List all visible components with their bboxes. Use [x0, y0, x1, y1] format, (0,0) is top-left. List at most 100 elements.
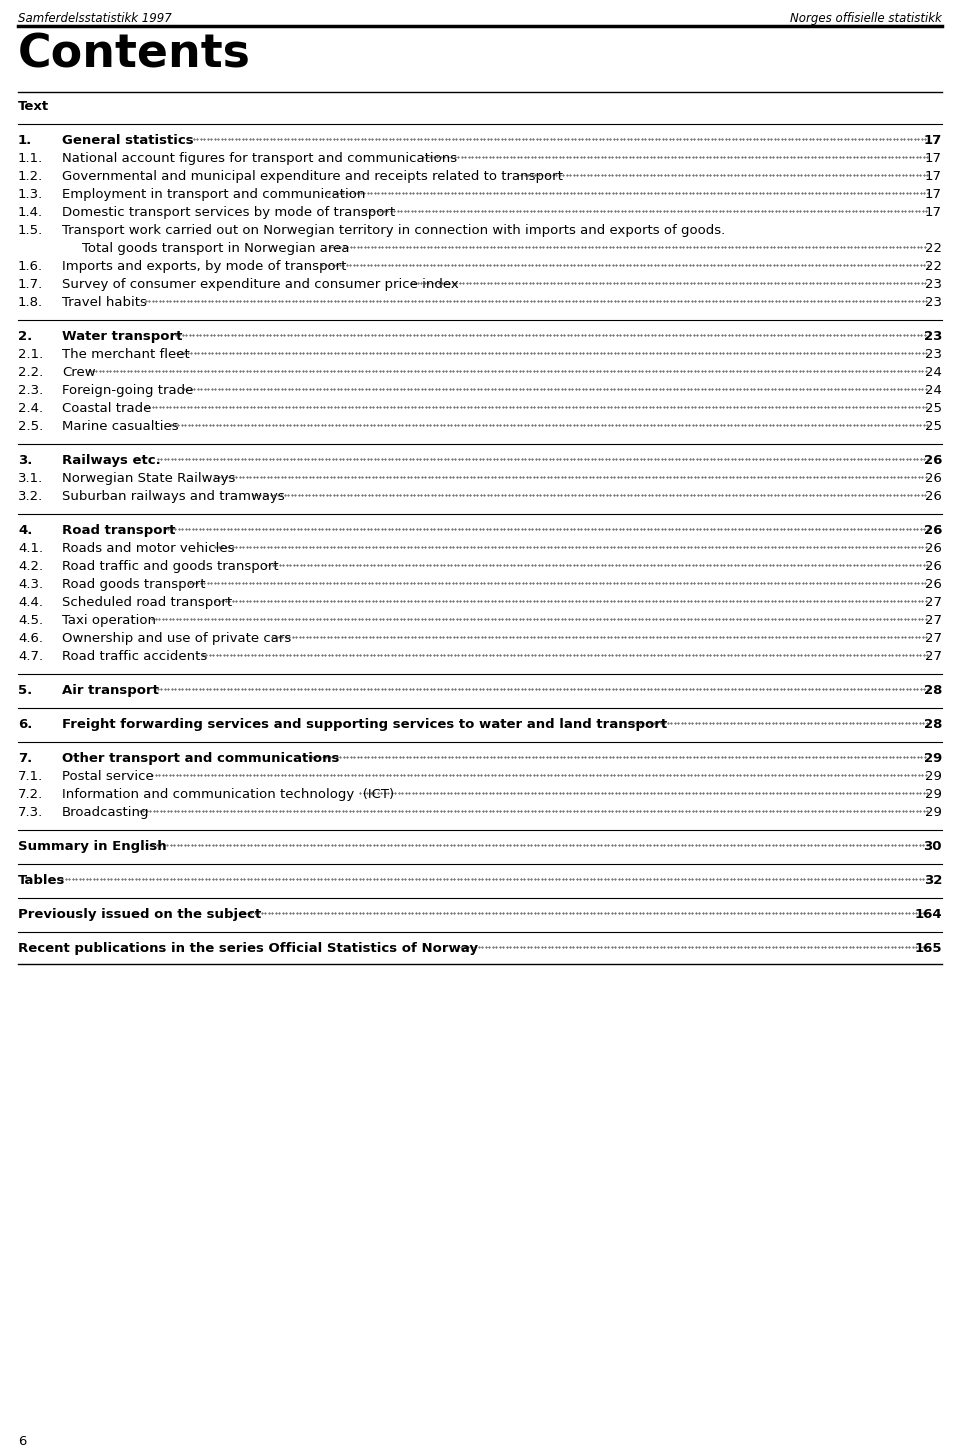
Text: 3.: 3.: [18, 454, 33, 467]
Text: Roads and motor vehicles: Roads and motor vehicles: [62, 542, 234, 555]
Text: Domestic transport services by mode of transport: Domestic transport services by mode of t…: [62, 206, 396, 219]
Text: Road transport: Road transport: [62, 525, 176, 538]
Text: 26: 26: [925, 559, 942, 572]
Text: 17: 17: [925, 206, 942, 219]
Text: Recent publications in the series Official Statistics of Norway: Recent publications in the series Offici…: [18, 942, 478, 955]
Text: 6: 6: [18, 1435, 26, 1448]
Text: Road traffic accidents: Road traffic accidents: [62, 651, 207, 664]
Text: 23: 23: [925, 296, 942, 309]
Text: Suburban railways and tramways: Suburban railways and tramways: [62, 490, 285, 503]
Text: 1.8.: 1.8.: [18, 296, 43, 309]
Text: 1.5.: 1.5.: [18, 225, 43, 238]
Text: Water transport: Water transport: [62, 330, 182, 343]
Text: Crew: Crew: [62, 367, 96, 380]
Text: Tables: Tables: [18, 874, 65, 887]
Text: 1.: 1.: [18, 133, 33, 146]
Text: Travel habits: Travel habits: [62, 296, 147, 309]
Text: 29: 29: [925, 806, 942, 819]
Text: 1.6.: 1.6.: [18, 259, 43, 272]
Text: 28: 28: [924, 719, 942, 730]
Text: 17: 17: [925, 170, 942, 183]
Text: Railways etc.: Railways etc.: [62, 454, 160, 467]
Text: 26: 26: [925, 578, 942, 591]
Text: 4.3.: 4.3.: [18, 578, 43, 591]
Text: Previously issued on the subject: Previously issued on the subject: [18, 909, 261, 922]
Text: 165: 165: [915, 942, 942, 955]
Text: 2.4.: 2.4.: [18, 401, 43, 414]
Text: 2.: 2.: [18, 330, 33, 343]
Text: 4.2.: 4.2.: [18, 559, 43, 572]
Text: 4.1.: 4.1.: [18, 542, 43, 555]
Text: 27: 27: [925, 632, 942, 645]
Text: 28: 28: [924, 684, 942, 697]
Text: 1.4.: 1.4.: [18, 206, 43, 219]
Text: 2.3.: 2.3.: [18, 384, 43, 397]
Text: 26: 26: [924, 454, 942, 467]
Text: 29: 29: [925, 788, 942, 801]
Text: 29: 29: [925, 769, 942, 782]
Text: 23: 23: [925, 348, 942, 361]
Text: Road traffic and goods transport: Road traffic and goods transport: [62, 559, 278, 572]
Text: Road goods transport: Road goods transport: [62, 578, 205, 591]
Text: Governmental and municipal expenditure and receipts related to transport: Governmental and municipal expenditure a…: [62, 170, 563, 183]
Text: 6.: 6.: [18, 719, 33, 730]
Text: Freight forwarding services and supporting services to water and land transport: Freight forwarding services and supporti…: [62, 719, 667, 730]
Text: 23: 23: [924, 330, 942, 343]
Text: 17: 17: [925, 188, 942, 201]
Text: Foreign-going trade: Foreign-going trade: [62, 384, 193, 397]
Text: 24: 24: [925, 367, 942, 380]
Text: 4.: 4.: [18, 525, 33, 538]
Text: 26: 26: [925, 472, 942, 485]
Text: 25: 25: [925, 420, 942, 433]
Text: 3.1.: 3.1.: [18, 472, 43, 485]
Text: 17: 17: [924, 133, 942, 146]
Text: Scheduled road transport: Scheduled road transport: [62, 596, 232, 609]
Text: Other transport and communications: Other transport and communications: [62, 752, 340, 765]
Text: 26: 26: [925, 490, 942, 503]
Text: 5.: 5.: [18, 684, 33, 697]
Text: 27: 27: [925, 596, 942, 609]
Text: 1.3.: 1.3.: [18, 188, 43, 201]
Text: Total goods transport in Norwegian area: Total goods transport in Norwegian area: [82, 242, 349, 255]
Text: Air transport: Air transport: [62, 684, 158, 697]
Text: 4.7.: 4.7.: [18, 651, 43, 664]
Text: 4.6.: 4.6.: [18, 632, 43, 645]
Text: Broadcasting: Broadcasting: [62, 806, 150, 819]
Text: 17: 17: [925, 152, 942, 165]
Text: 29: 29: [924, 752, 942, 765]
Text: 26: 26: [925, 542, 942, 555]
Text: Transport work carried out on Norwegian territory in connection with imports and: Transport work carried out on Norwegian …: [62, 225, 725, 238]
Text: Imports and exports, by mode of transport: Imports and exports, by mode of transpor…: [62, 259, 347, 272]
Text: 24: 24: [925, 384, 942, 397]
Text: Summary in English: Summary in English: [18, 840, 167, 853]
Text: 7.3.: 7.3.: [18, 806, 43, 819]
Text: 32: 32: [924, 874, 942, 887]
Text: 7.: 7.: [18, 752, 33, 765]
Text: 23: 23: [925, 278, 942, 291]
Text: 27: 27: [925, 651, 942, 664]
Text: Information and communication technology  (ICT): Information and communication technology…: [62, 788, 395, 801]
Text: 2.5.: 2.5.: [18, 420, 43, 433]
Text: Coastal trade: Coastal trade: [62, 401, 152, 414]
Text: 7.1.: 7.1.: [18, 769, 43, 782]
Text: Employment in transport and communication: Employment in transport and communicatio…: [62, 188, 366, 201]
Text: 30: 30: [924, 840, 942, 853]
Text: Text: Text: [18, 100, 49, 113]
Text: Marine casualties: Marine casualties: [62, 420, 179, 433]
Text: 4.5.: 4.5.: [18, 614, 43, 627]
Text: 2.2.: 2.2.: [18, 367, 43, 380]
Text: General statistics: General statistics: [62, 133, 194, 146]
Text: Norges offisielle statistikk: Norges offisielle statistikk: [790, 12, 942, 25]
Text: Ownership and use of private cars: Ownership and use of private cars: [62, 632, 291, 645]
Text: 4.4.: 4.4.: [18, 596, 43, 609]
Text: 1.2.: 1.2.: [18, 170, 43, 183]
Text: 1.1.: 1.1.: [18, 152, 43, 165]
Text: 3.2.: 3.2.: [18, 490, 43, 503]
Text: National account figures for transport and communications: National account figures for transport a…: [62, 152, 457, 165]
Text: Samferdelsstatistikk 1997: Samferdelsstatistikk 1997: [18, 12, 172, 25]
Text: The merchant fleet: The merchant fleet: [62, 348, 190, 361]
Text: 26: 26: [924, 525, 942, 538]
Text: 27: 27: [925, 614, 942, 627]
Text: 7.2.: 7.2.: [18, 788, 43, 801]
Text: 22: 22: [925, 242, 942, 255]
